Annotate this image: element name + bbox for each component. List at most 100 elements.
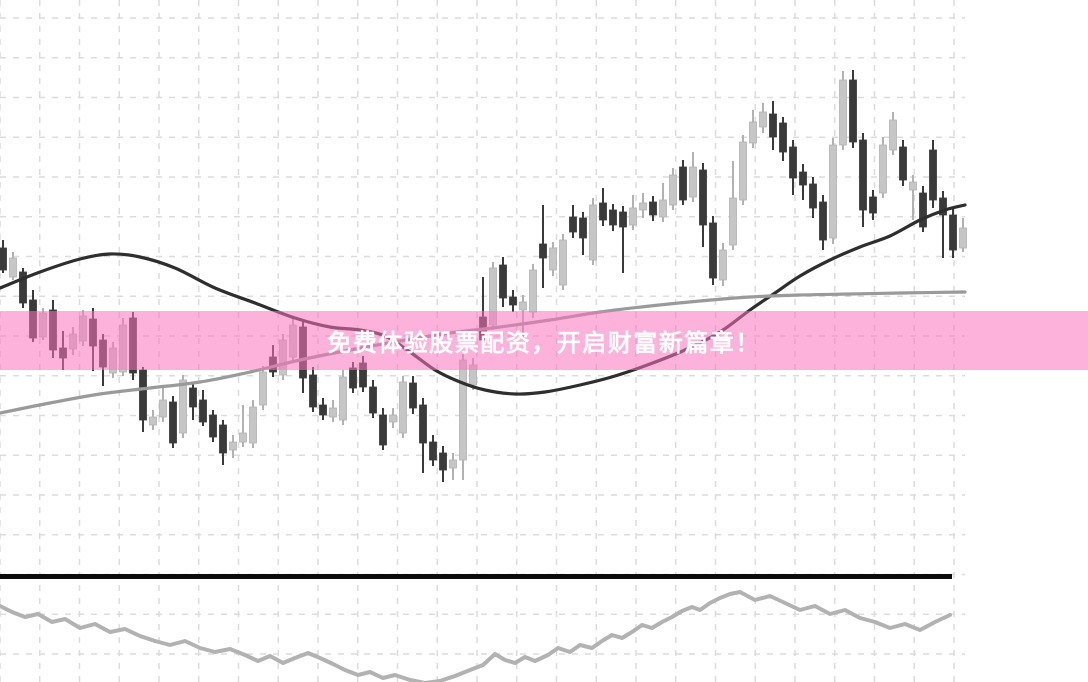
candle [269,345,277,377]
candle [349,362,357,393]
candle [769,101,777,150]
candle [369,380,377,418]
candle [579,212,587,255]
candle [959,218,967,252]
candle [629,195,637,230]
candle [359,356,367,392]
candle [149,410,157,430]
candle [379,408,387,450]
candle [139,367,147,432]
candle [159,387,167,422]
candle [879,137,887,198]
candle [389,408,397,428]
candle [89,308,97,371]
candle [729,161,737,250]
candle [559,234,567,290]
candle [909,175,917,220]
candle [0,240,7,273]
candle [299,320,307,393]
candle [839,71,847,150]
candle [259,366,267,410]
candle [609,204,617,231]
candle [779,117,787,161]
candle [619,206,627,273]
candle [599,188,607,226]
candle [409,376,417,414]
candle [929,140,937,208]
candle [439,446,447,482]
candle [49,300,57,358]
candle [479,277,487,345]
candle [529,264,537,318]
candle [549,242,557,276]
candle [279,334,287,380]
candle [509,290,517,312]
candle [69,327,77,355]
candle [29,290,37,342]
candle [659,183,667,222]
candle [889,112,897,155]
candle [649,196,657,221]
candle [169,396,177,448]
ma-fast-dark-line [0,203,967,396]
candle [949,208,957,258]
candle [849,70,857,148]
candle [799,164,807,200]
candle [819,195,827,250]
candle [459,354,467,480]
candle [869,190,877,220]
candle [399,376,407,438]
candle [809,177,817,218]
candle [739,135,747,205]
candle [9,252,17,280]
candle [569,205,577,238]
candle [789,140,797,195]
candle [79,310,87,346]
candle [319,398,327,420]
candle [919,186,927,232]
candle [419,398,427,473]
candle [749,110,757,148]
candle [489,262,497,330]
candle [709,216,717,285]
candle [249,400,257,448]
candle [899,140,907,186]
candle [289,318,297,362]
candle [239,405,247,447]
candle [329,400,337,422]
candle [339,370,347,425]
candle [639,193,647,218]
candle [939,191,947,258]
candle [859,133,867,227]
candle [689,152,697,202]
candle [209,410,217,442]
candles [0,70,967,482]
candle [199,390,207,426]
candle [219,420,227,465]
candle [679,160,687,205]
candle [129,312,137,380]
candle [539,205,547,288]
candle [59,331,67,370]
candle [499,257,507,307]
candle [109,342,117,378]
candle [719,243,727,286]
candle [829,138,837,244]
candle [699,163,707,247]
candle [19,268,27,308]
panel-separator-line [0,574,952,579]
lower-indicator-line [0,590,952,682]
candle [119,318,127,376]
candle [519,295,527,340]
candle [449,453,457,480]
candle [309,367,317,412]
candle [189,382,197,420]
candle [759,103,767,133]
candle [429,435,437,466]
candle [99,334,107,386]
candle [229,435,237,458]
candle [669,168,677,210]
candle [589,198,597,265]
